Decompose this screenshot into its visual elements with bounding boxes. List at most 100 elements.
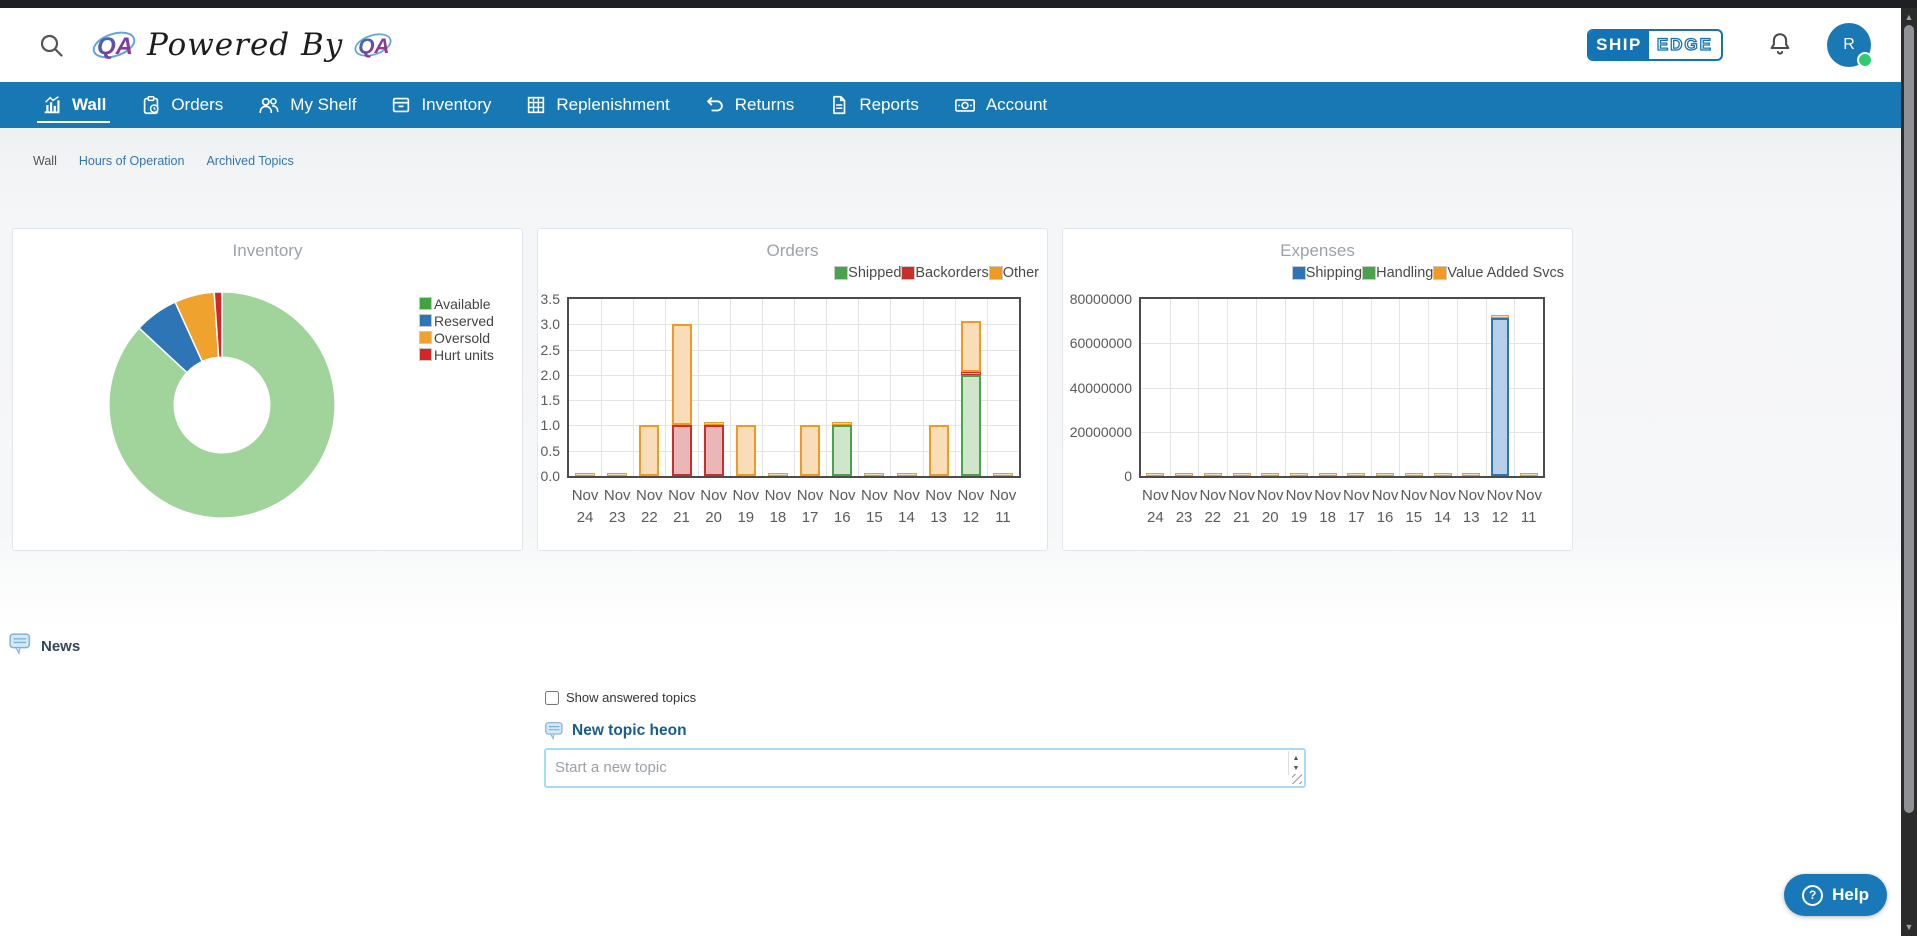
breadcrumb: Wall Hours of Operation Archived Topics [33,154,294,168]
bar-segment-other[interactable] [929,425,949,476]
help-button[interactable]: ? Help [1784,874,1887,916]
bar-segment-value-added-svcs[interactable] [1261,473,1279,476]
qa-logo-text-2: QA [359,35,390,58]
legend-item: Hurt units [419,346,494,363]
breadcrumb-archived-topics[interactable]: Archived Topics [206,154,294,168]
legend-item: Shipped [834,265,901,281]
news-heading: News [41,638,81,655]
donut-slice-hurt-units[interactable] [213,291,223,359]
y-axis-label: 1.0 [540,417,560,434]
breadcrumb-hours-of-operation[interactable]: Hours of Operation [78,154,185,168]
bar-segment-shipped[interactable] [961,375,981,476]
orders-chart-plot[interactable] [567,297,1021,478]
grid-line [922,299,924,476]
vertical-scrollbar[interactable]: ▲ ▼ [1901,8,1917,936]
x-axis-label: Nov 23 [603,487,631,526]
grid-line [826,299,828,476]
shipedge-logo[interactable]: SHIP EDGE [1587,29,1723,61]
bar-segment-value-added-svcs[interactable] [1233,473,1251,476]
nav-item-inventory[interactable]: Inventory [373,82,508,128]
x-axis-label: Nov 22 [1199,487,1227,526]
bar-segment-value-added-svcs[interactable] [1405,473,1423,476]
bar-segment-other[interactable] [639,425,659,476]
bar-segment-value-added-svcs[interactable] [1520,473,1538,476]
x-axis-label: Nov 14 [1429,487,1456,526]
show-answered-checkbox[interactable] [545,690,559,705]
bar-segment-value-added-svcs[interactable] [1462,473,1480,476]
y-axis-label: 40000000 [1069,379,1132,396]
notifications-bell-icon[interactable] [1767,31,1793,59]
nav-item-reports[interactable]: Reports [811,82,936,128]
new-topic-input[interactable] [544,748,1306,788]
bar-segment-other[interactable] [704,422,724,425]
bar-segment-value-added-svcs[interactable] [1146,473,1164,476]
bar-segment-shipping[interactable] [1491,318,1509,476]
legend-swatch [419,331,432,344]
legend-item: Backorders [901,265,989,281]
grid-line [1370,299,1372,476]
legend-label: Value Added Svcs [1447,265,1564,281]
bar-segment-other[interactable] [607,473,627,476]
bar-segment-value-added-svcs[interactable] [1175,473,1193,476]
bar-segment-other[interactable] [864,473,884,476]
nav-item-my-shelf[interactable]: My Shelf [240,82,373,128]
legend-swatch [1433,266,1448,280]
grid-line [729,299,731,476]
bar-segment-value-added-svcs[interactable] [1434,473,1452,476]
user-avatar[interactable]: R [1827,23,1873,68]
expenses-chart-plot[interactable] [1139,297,1545,478]
x-axis-label: Nov 20 [700,487,727,526]
bar-segment-other[interactable] [768,473,788,476]
legend-swatch [419,297,432,310]
grid-line [986,299,988,476]
x-axis-label: Nov 13 [1457,487,1485,526]
bar-segment-other[interactable] [672,324,692,425]
bar-segment-other[interactable] [961,321,981,372]
bar-segment-value-added-svcs[interactable] [1376,473,1394,476]
bar-segment-backorders[interactable] [961,372,981,375]
grid-line [761,299,763,476]
nav-item-orders[interactable]: Orders [123,82,240,128]
bar-segment-value-added-svcs[interactable] [1290,473,1308,476]
new-topic-input-wrapper: ▲▼ [544,748,1306,788]
bar-segment-value-added-svcs[interactable] [1319,473,1337,476]
grid-icon [528,96,545,114]
textarea-spinner[interactable]: ▲ ▼ [1288,751,1303,775]
bar-segment-other[interactable] [800,425,820,476]
bar-segment-value-added-svcs[interactable] [1347,473,1365,476]
bar-segment-value-added-svcs[interactable] [1204,473,1222,476]
bar-segment-other[interactable] [832,422,852,425]
new-topic-heading: New topic heon [572,722,687,739]
scrollbar-down-arrow[interactable]: ▼ [1904,922,1914,932]
nav-label: Wall [72,95,107,114]
donut-slice-available[interactable] [108,291,336,519]
bar-segment-shipped[interactable] [832,425,852,476]
y-axis-label: 20000000 [1069,423,1132,440]
bar-segment-backorders[interactable] [672,425,692,476]
inventory-donut-chart[interactable] [105,288,339,522]
qa-logo-icon-2: QA [354,33,392,58]
clipboard-clock-icon [144,96,159,115]
nav-item-wall[interactable]: Wall [24,82,123,128]
nav-item-account[interactable]: Account [936,82,1064,128]
scrollbar-thumb[interactable] [1904,25,1914,813]
search-icon[interactable] [38,32,65,59]
show-answered-row: Show answered topics [545,690,696,705]
textarea-resize-handle[interactable] [1292,774,1302,784]
breadcrumb-wall: Wall [33,154,57,168]
legend-label: Available [434,295,491,312]
nav-item-replenishment[interactable]: Replenishment [508,82,686,128]
bar-segment-backorders[interactable] [704,425,724,476]
bar-segment-value-added-svcs[interactable] [1491,315,1509,318]
scrollbar-up-arrow[interactable]: ▲ [1904,12,1914,22]
grid-line [601,299,603,476]
show-answered-label: Show answered topics [566,690,697,705]
legend-swatch [1291,266,1306,280]
bar-segment-other[interactable] [897,473,917,476]
bar-segment-other[interactable] [575,473,595,476]
bar-segment-other[interactable] [993,473,1013,476]
inventory-chart-title: Inventory [232,241,303,260]
document-icon [833,95,846,115]
bar-segment-other[interactable] [736,425,756,476]
nav-item-returns[interactable]: Returns [687,82,812,128]
